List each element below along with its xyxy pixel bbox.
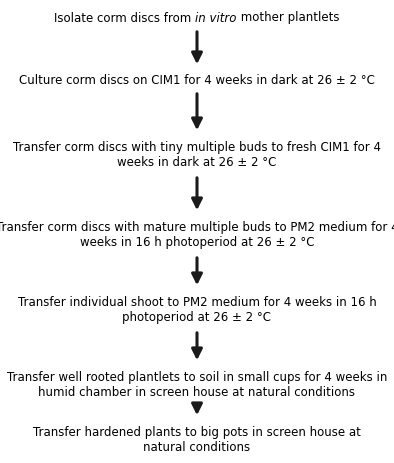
Text: Transfer individual shoot to PM2 medium for 4 weeks in 16 h
photoperiod at 26 ± : Transfer individual shoot to PM2 medium … <box>18 295 376 323</box>
Text: mother plantlets: mother plantlets <box>237 12 340 25</box>
Text: in vitro: in vitro <box>195 12 237 25</box>
Text: Transfer well rooted plantlets to soil in small cups for 4 weeks in
humid chambe: Transfer well rooted plantlets to soil i… <box>7 370 387 398</box>
Text: Isolate corm discs from: Isolate corm discs from <box>54 12 195 25</box>
Text: Transfer corm discs with tiny multiple buds to fresh CIM1 for 4
weeks in dark at: Transfer corm discs with tiny multiple b… <box>13 141 381 169</box>
Text: Transfer corm discs with mature multiple buds to PM2 medium for 4
weeks in 16 h : Transfer corm discs with mature multiple… <box>0 220 394 249</box>
Text: Transfer hardened plants to big pots in screen house at
natural conditions: Transfer hardened plants to big pots in … <box>33 425 361 453</box>
Text: Culture corm discs on CIM1 for 4 weeks in dark at 26 ± 2 °C: Culture corm discs on CIM1 for 4 weeks i… <box>19 73 375 86</box>
